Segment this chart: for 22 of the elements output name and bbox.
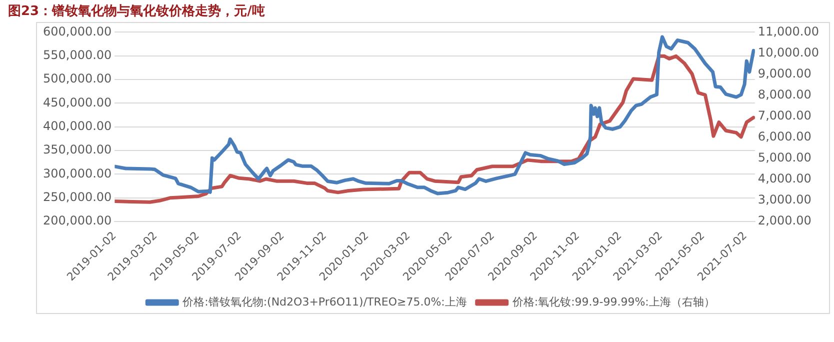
y-tick-label: 550,000.00: [42, 48, 112, 62]
y2-tick-label: 10,000.00: [758, 45, 820, 60]
y2-tick-label: 3,000.00: [758, 192, 812, 207]
y2-tick-label: 11,000.00: [758, 24, 820, 38]
y2-tick-label: 9,000.00: [758, 66, 812, 80]
y-tick-label: 500,000.00: [42, 72, 112, 86]
y2-tick-label: 7,000.00: [758, 108, 812, 122]
y-tick-label: 450,000.00: [42, 95, 112, 110]
legend-label: 价格:氧化钕:99.9-99.99%:上海（右轴）: [511, 295, 715, 308]
y2-tick-label: 2,000.00: [758, 214, 812, 228]
y2-tick-label: 4,000.00: [758, 172, 812, 186]
y-tick-label: 350,000.00: [42, 142, 112, 157]
chart-title: 图23：镨钕氧化物与氧化钕价格走势，元/吨: [8, 3, 265, 20]
y-tick-label: 600,000.00: [42, 24, 112, 38]
y2-tick-label: 8,000.00: [758, 87, 812, 102]
y2-tick-label: 5,000.00: [758, 150, 812, 164]
y-tick-label: 300,000.00: [42, 166, 112, 180]
y-tick-label: 200,000.00: [42, 214, 112, 228]
y-tick-label: 250,000.00: [42, 190, 112, 204]
y2-tick-label: 6,000.00: [758, 129, 812, 144]
legend-label: 价格:镨钕氧化物:(Nd2O3+Pr6O11)/TREO≥75.0%:上海: [182, 295, 467, 308]
y-tick-label: 400,000.00: [42, 118, 112, 133]
